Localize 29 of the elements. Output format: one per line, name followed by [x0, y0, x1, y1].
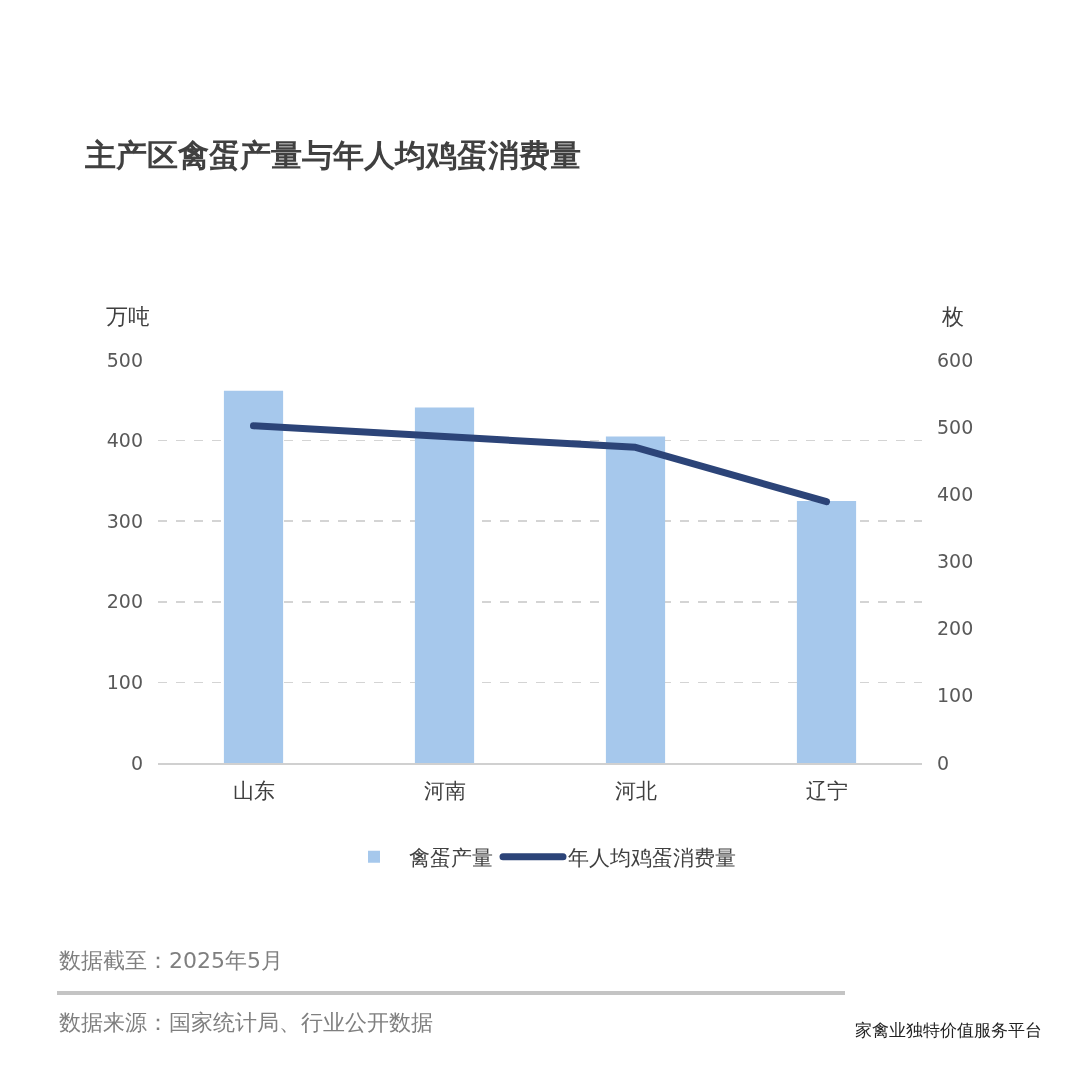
y2-tick-label: 200 [937, 617, 974, 640]
text: 数据截至：2025年5月 [59, 948, 283, 973]
x-tick-label: 河南 [423, 779, 466, 804]
y2-tick-label: 400 [937, 482, 974, 505]
y2-axis-title: 枚 [941, 304, 964, 329]
y-tick-label: 400 [106, 429, 143, 452]
y-tick-label: 0 [130, 751, 143, 774]
bar [223, 390, 284, 763]
y2-tick-label: 500 [937, 415, 974, 438]
bar [796, 501, 857, 763]
text: 家禽业独特价值服务平台 [855, 1020, 1042, 1040]
y2-tick-label: 100 [937, 684, 974, 707]
y-tick-label: 100 [106, 671, 143, 694]
bar [414, 407, 475, 763]
y2-tick-label: 600 [937, 348, 974, 371]
y-axis-title: 万吨 [106, 304, 150, 329]
source-note: 数据来源：国家统计局、行业公开数据 [59, 1010, 433, 1035]
x-tick-label: 山东 [232, 779, 275, 804]
y-tick-label: 500 [106, 348, 143, 371]
y2-tick-label: 300 [937, 550, 974, 573]
bar [605, 436, 666, 763]
x-tick-label: 河北 [614, 779, 657, 804]
y-tick-label: 300 [106, 509, 143, 532]
y-tick-label: 200 [106, 590, 143, 613]
x-tick-label: 辽宁 [805, 779, 848, 804]
legend-label: 年人均鸡蛋消费量 [568, 845, 736, 870]
y2-tick-label: 0 [937, 751, 950, 774]
legend-label: 禽蛋产量 [409, 845, 493, 870]
chart-title: 主产区禽蛋产量与年人均鸡蛋消费量 [84, 136, 581, 173]
